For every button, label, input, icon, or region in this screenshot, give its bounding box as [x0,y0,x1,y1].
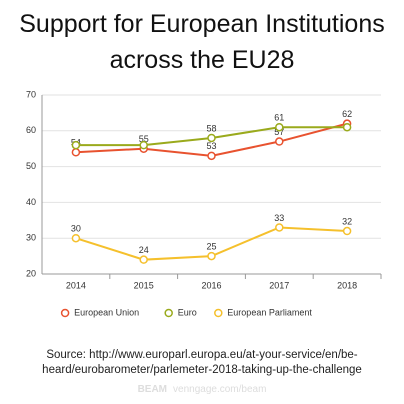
data-label: 58 [206,123,216,133]
x-tick-label: 2016 [201,280,221,290]
data-label: 53 [206,141,216,151]
legend-label: European Parliament [227,307,312,317]
brand-name: BEAM [137,384,168,395]
x-tick-label: 2017 [269,280,289,290]
y-tick-label: 60 [26,125,36,135]
point [342,226,352,236]
x-tick-label: 2014 [66,280,86,290]
point [71,233,81,243]
y-tick-label: 30 [26,233,36,243]
point [71,140,81,150]
y-tick-label: 70 [26,89,36,99]
chart: 2030405060702014201520162017201854555357… [26,89,382,318]
legend-marker [214,308,223,318]
data-label: 24 [139,245,149,255]
y-tick-label: 40 [26,197,36,207]
data-label: 61 [274,113,284,123]
data-label: 32 [342,216,352,226]
brand-url: venngage.com/beam [173,384,267,395]
y-tick-label: 50 [26,161,36,171]
y-tick-label: 20 [26,268,36,278]
chart-title: Support for European Institutions across… [19,10,385,74]
brand: BEAM venngage.com/beam [0,384,404,395]
legend-label: Euro [178,307,197,317]
point [275,122,284,132]
point [139,255,148,264]
point [207,251,216,261]
source: Source: http://www.europarl.europa.eu/at… [42,349,362,376]
point [207,133,216,143]
point [207,151,216,161]
legend-label: European Union [74,307,139,317]
point [275,137,284,146]
point [71,148,81,157]
x-tick-label: 2018 [337,280,357,290]
data-label: 25 [206,241,216,251]
data-label: 30 [71,224,81,234]
x-tick-label: 2015 [134,280,154,290]
legend-marker [60,308,70,318]
data-label: 62 [342,109,352,119]
point [139,140,148,150]
data-label: 57 [274,127,284,137]
point [342,122,352,132]
point [275,223,284,232]
data-label: 55 [139,134,149,144]
legend-marker [164,308,173,318]
data-label: 33 [274,213,284,223]
